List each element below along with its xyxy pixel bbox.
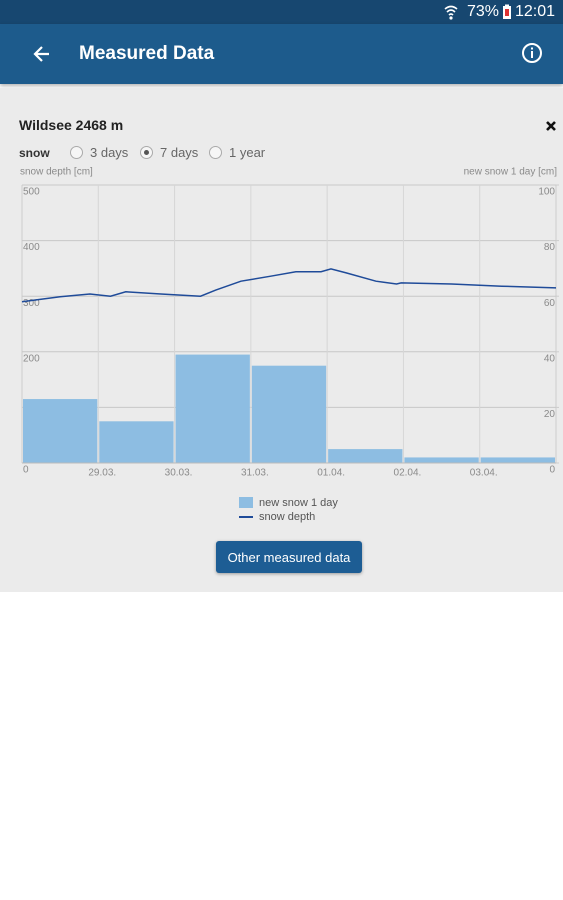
- bar: [175, 354, 250, 463]
- legend-label: snow depth: [259, 511, 315, 523]
- option-label: 1 year: [229, 145, 266, 160]
- other-data-button[interactable]: Other measured data: [216, 541, 362, 573]
- y-tick-label: 300: [23, 298, 40, 309]
- radio-button[interactable]: [209, 146, 222, 159]
- y2-tick-label: 20: [544, 409, 556, 420]
- bar: [404, 457, 479, 463]
- period-option[interactable]: 3 days: [70, 145, 128, 160]
- period-option[interactable]: 7 days: [140, 145, 198, 160]
- x-tick-label: 30.03.: [165, 468, 193, 479]
- x-tick-label: 01.04.: [317, 468, 345, 479]
- station-name: Wildsee 2468 m: [19, 117, 124, 133]
- app-bar: Measured Data: [0, 24, 563, 84]
- y-tick-label: 500: [23, 187, 40, 198]
- period-option[interactable]: 1 year: [209, 145, 265, 160]
- status-bar: 73% 12:01: [0, 0, 563, 24]
- option-label: 7 days: [160, 145, 199, 160]
- battery-icon: [503, 4, 511, 19]
- x-tick-label: 02.04.: [394, 468, 422, 479]
- radio-button[interactable]: [140, 146, 153, 159]
- y2-tick-label: 0: [549, 465, 555, 476]
- parameter-label: snow: [19, 146, 50, 160]
- x-tick-label: 29.03.: [88, 468, 116, 479]
- y-axis-label: snow depth [cm]: [20, 167, 93, 178]
- y2-axis-label: new snow 1 day [cm]: [464, 167, 558, 178]
- bar: [480, 457, 555, 463]
- back-button[interactable]: [32, 44, 52, 64]
- y2-tick-label: 80: [544, 242, 556, 253]
- option-label: 3 days: [90, 145, 129, 160]
- y2-tick-label: 60: [544, 298, 556, 309]
- legend-swatch: [239, 497, 253, 508]
- data-panel: [0, 88, 563, 592]
- line: [21, 268, 557, 303]
- info-button[interactable]: [521, 42, 543, 64]
- wifi-icon: [444, 5, 458, 20]
- y2-tick-label: 100: [538, 187, 555, 198]
- y-tick-label: 400: [23, 242, 40, 253]
- chart: snow depth [cm] new snow 1 day [cm] 0 100 20…: [20, 167, 559, 523]
- bar: [23, 399, 98, 463]
- y-tick-label: 200: [23, 353, 40, 364]
- app-title: Measured Data: [79, 43, 215, 64]
- bar: [328, 449, 403, 463]
- x-tick-label: 31.03.: [241, 468, 269, 479]
- y2-tick-label: 40: [544, 353, 556, 364]
- clock: 12:01: [515, 3, 556, 20]
- legend-label: new snow 1 day: [259, 497, 338, 509]
- close-button[interactable]: [545, 120, 557, 132]
- bar: [251, 365, 327, 463]
- y-tick-label: 0: [23, 465, 29, 476]
- radio-button[interactable]: [70, 146, 83, 159]
- x-tick-label: 03.04.: [470, 468, 498, 479]
- battery-level: 73%: [467, 3, 500, 20]
- bar: [99, 421, 174, 463]
